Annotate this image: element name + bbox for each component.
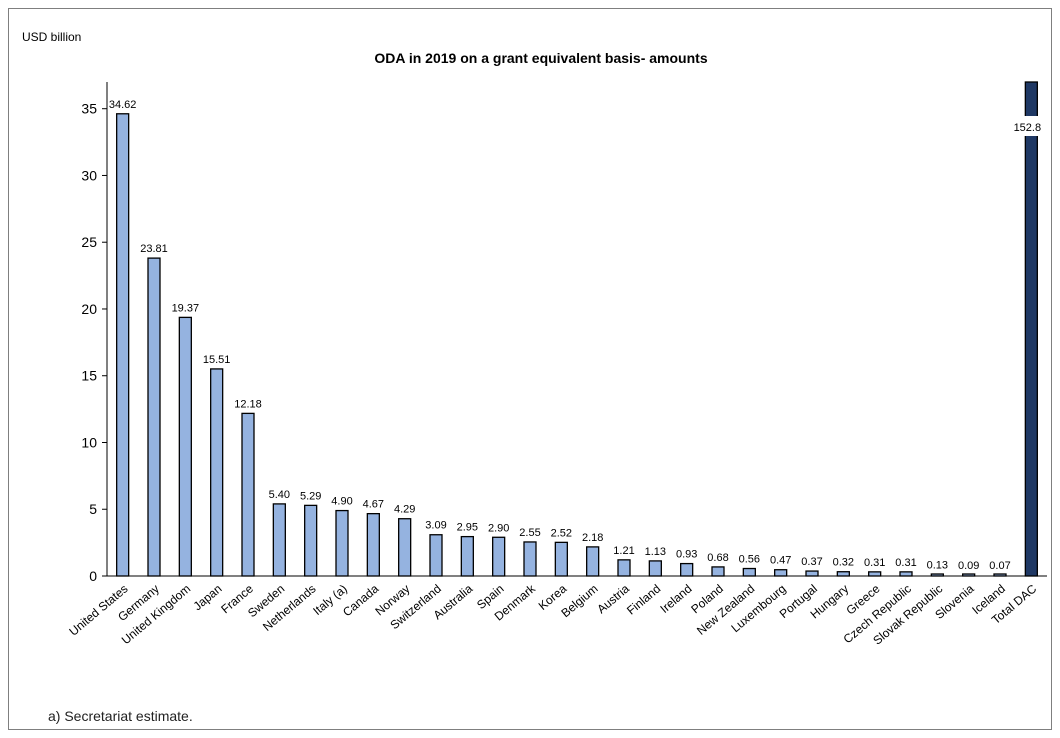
bar-value-label: 1.13 xyxy=(645,546,666,558)
bar-luxembourg xyxy=(774,569,788,577)
bar-spain xyxy=(492,536,506,577)
bar-value-label: 2.52 xyxy=(551,527,572,539)
y-tick-label: 5 xyxy=(89,501,97,517)
bar-value-label: 0.32 xyxy=(833,557,854,569)
y-tick-label: 30 xyxy=(81,167,97,183)
bar-value-label: 3.09 xyxy=(425,520,446,532)
bar-value-label: 0.09 xyxy=(958,560,979,572)
bar-value-label: 0.56 xyxy=(739,554,760,566)
bar-france xyxy=(241,412,255,577)
bar-value-label: 19.37 xyxy=(172,302,200,314)
bar-value-label: 0.93 xyxy=(676,549,697,561)
y-tick-label: 25 xyxy=(81,234,97,250)
chart-title: ODA in 2019 on a grant equivalent basis-… xyxy=(374,50,707,66)
bar-norway xyxy=(398,518,412,577)
bar-korea xyxy=(554,541,568,577)
bar-austria xyxy=(617,559,631,577)
bar-belgium xyxy=(586,546,600,577)
bars: 34.62 23.81 19.37 15.51 12.18 5.40 5.29 4.90 4.6… xyxy=(109,81,1050,577)
chart-frame xyxy=(8,8,1052,730)
bar-value-label: 4.29 xyxy=(394,504,415,516)
bar-japan xyxy=(210,368,224,577)
bar-value-label: 1.21 xyxy=(613,545,634,557)
bar-greece xyxy=(868,571,882,577)
bar-czech-republic xyxy=(899,571,913,577)
bar-value-label: 0.31 xyxy=(895,557,916,569)
unit-label: USD billion xyxy=(22,30,81,44)
total-label-box xyxy=(1005,116,1050,136)
x-tick-label: Finland xyxy=(624,582,663,618)
bar-value-label: 4.90 xyxy=(331,496,352,508)
bar-ireland xyxy=(680,562,694,577)
bar-new-zealand xyxy=(742,567,756,577)
bar-value-label: 4.67 xyxy=(363,499,384,511)
bar-germany xyxy=(147,257,161,577)
bar-value-label: 152.8 xyxy=(1014,122,1042,134)
bar-value-label: 23.81 xyxy=(140,243,168,255)
bar-united-kingdom xyxy=(178,316,192,577)
bar-value-label: 2.90 xyxy=(488,522,509,534)
bar-italy-a xyxy=(335,509,349,577)
bar-value-label: 0.13 xyxy=(927,559,948,571)
y-tick-label: 15 xyxy=(81,368,97,384)
bar-switzerland xyxy=(429,534,443,577)
bar-value-label: 0.37 xyxy=(801,556,822,568)
bar-canada xyxy=(366,512,380,577)
bar-hungary xyxy=(836,571,850,577)
bar-australia xyxy=(460,535,474,577)
bar-sweden xyxy=(272,503,286,577)
bar-value-label: 0.47 xyxy=(770,555,791,567)
x-tick-label: Ireland xyxy=(657,582,694,616)
bar-value-label: 12.18 xyxy=(234,398,262,410)
x-tick-label: Japan xyxy=(191,582,225,614)
bar-value-label: 0.07 xyxy=(989,560,1010,572)
bar-poland xyxy=(711,566,725,577)
bar-netherlands xyxy=(304,504,318,577)
bar-value-label: 0.68 xyxy=(707,552,728,564)
y-tick-label: 20 xyxy=(81,301,97,317)
bar-denmark xyxy=(523,541,537,577)
bar-value-label: 2.95 xyxy=(457,522,478,534)
footnote: a) Secretariat estimate. xyxy=(48,708,193,724)
bar-finland xyxy=(648,560,662,577)
bar-value-label: 0.31 xyxy=(864,557,885,569)
y-tick-label: 0 xyxy=(89,568,97,584)
bar-value-label: 5.29 xyxy=(300,490,321,502)
bar-value-label: 2.55 xyxy=(519,527,540,539)
bar-value-label: 2.18 xyxy=(582,532,603,544)
bar-value-label: 15.51 xyxy=(203,354,231,366)
bar-united-states xyxy=(116,113,130,577)
bar-value-label: 5.40 xyxy=(269,489,290,501)
y-tick-label: 10 xyxy=(81,434,97,450)
bar-total-dac xyxy=(1024,81,1038,577)
y-axis: 0 5 10 15 20 25 30 35 xyxy=(81,82,108,584)
bar-portugal xyxy=(805,570,819,577)
bar-value-label: 34.62 xyxy=(109,99,137,111)
x-tick-label: Canada xyxy=(340,581,381,619)
y-tick-label: 35 xyxy=(81,101,97,117)
